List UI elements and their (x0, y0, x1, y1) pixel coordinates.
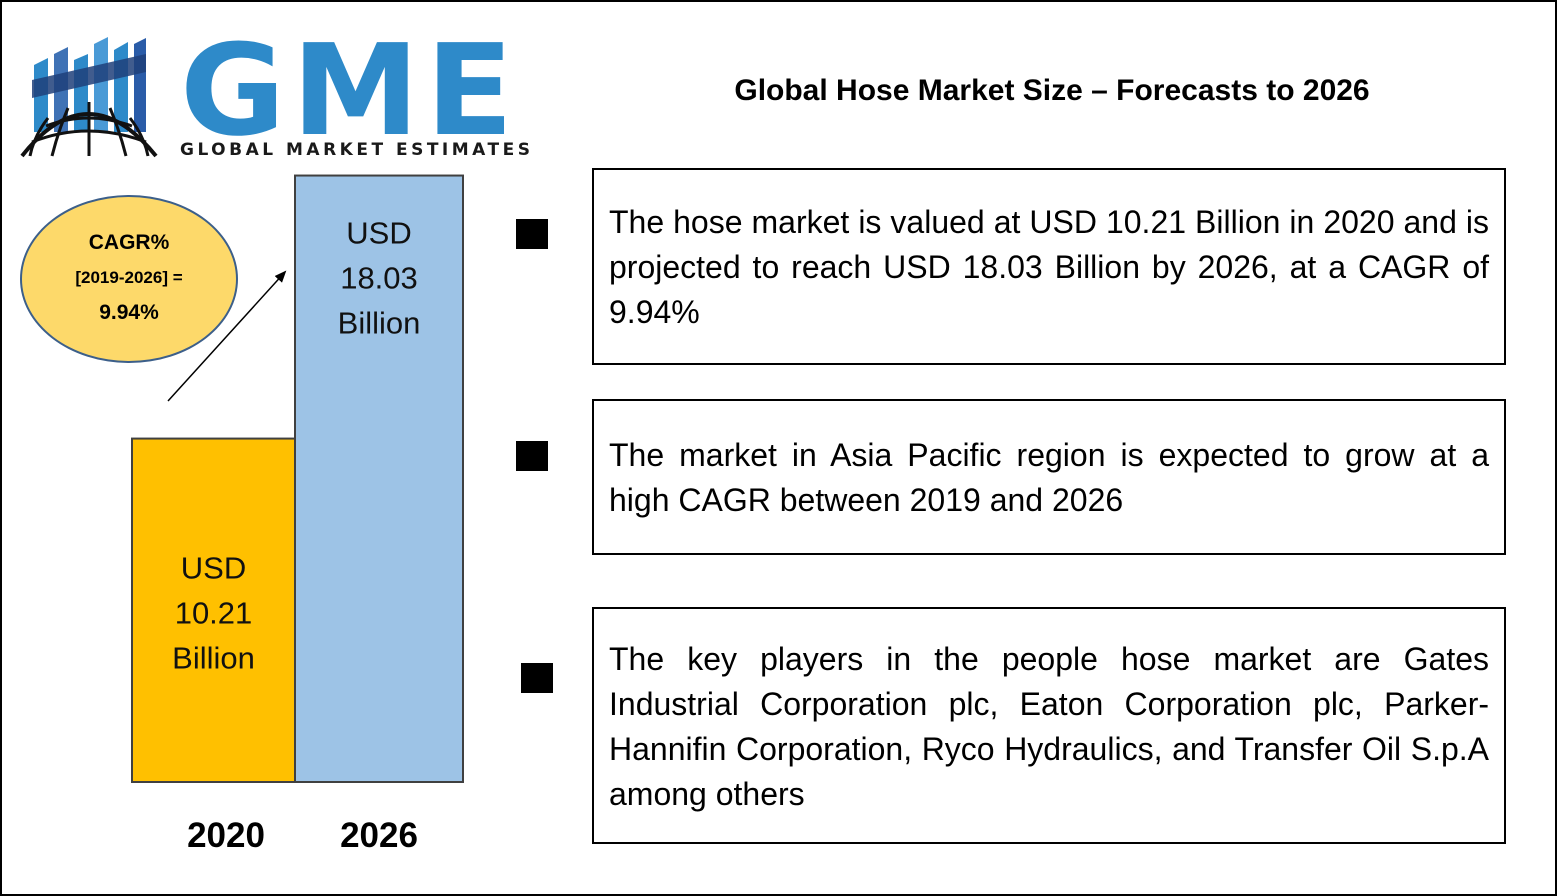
year-label-2026: 2026 (340, 816, 418, 855)
logo-wordmark: GME (180, 17, 520, 164)
gme-logo: GME GLOBAL MARKET ESTIMATES (18, 28, 530, 167)
bullet-marker (516, 219, 548, 249)
bar-value-label: USD (181, 551, 246, 586)
info-box-asia-pacific: The market in Asia Pacific region is exp… (592, 399, 1506, 555)
cagr-value: 9.94% (99, 301, 159, 324)
year-label-2020: 2020 (187, 816, 265, 855)
page-title: Global Hose Market Size – Forecasts to 2… (734, 74, 1370, 107)
logo-tagline: GLOBAL MARKET ESTIMATES (180, 140, 534, 160)
bullet-marker (516, 441, 548, 471)
info-text: The key players in the people hose marke… (609, 641, 1489, 812)
bar-value-label: Billion (172, 641, 255, 676)
growth-arrow (167, 270, 287, 402)
info-box-market-value: The hose market is valued at USD 10.21 B… (592, 168, 1506, 365)
info-box-key-players: The key players in the people hose marke… (592, 607, 1506, 844)
cagr-period: [2019-2026] = (75, 268, 183, 287)
globe-bars-icon (20, 37, 158, 158)
cagr-label: CAGR% (88, 231, 170, 254)
info-text: The market in Asia Pacific region is exp… (609, 437, 1489, 518)
bar-2020 (131, 437, 296, 783)
bar-value-label: USD (346, 216, 411, 251)
bullet-marker (521, 663, 553, 693)
bar-value-label: 10.21 (175, 596, 253, 631)
bar-2026 (294, 174, 464, 783)
bar-value-label: 18.03 (340, 261, 418, 296)
cagr-bubble: CAGR% [2019-2026] = 9.94% (20, 195, 238, 363)
info-text: The hose market is valued at USD 10.21 B… (609, 204, 1489, 330)
bar-value-label: Billion (338, 306, 421, 341)
